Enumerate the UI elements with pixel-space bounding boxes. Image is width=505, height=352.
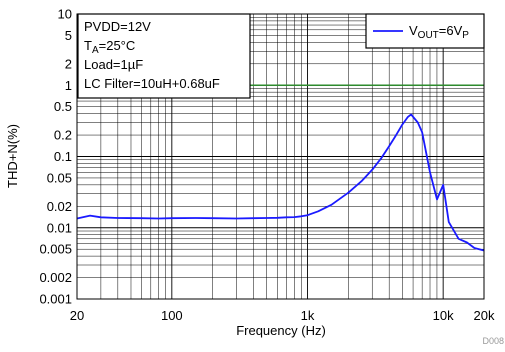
y-tick-label: 10 — [58, 7, 72, 22]
y-tick-label: 0.02 — [47, 199, 72, 214]
y-axis-title: THD+N(%) — [5, 124, 20, 188]
x-tick-label: 10k — [433, 308, 454, 323]
y-tick-labels: 10 5 2 1 0.5 0.2 0.1 0.05 0.02 0.01 0.005 0.002 0.00… — [39, 7, 72, 307]
y-tick-label: 2 — [65, 56, 72, 71]
y-tick-label: 0.002 — [39, 270, 72, 285]
y-tick-label: 0.1 — [54, 149, 72, 164]
x-tick-label: 1k — [301, 308, 315, 323]
y-tick-label: 0.5 — [54, 99, 72, 114]
x-tick-label: 20 — [70, 308, 84, 323]
y-tick-label: 0.2 — [54, 128, 72, 143]
condition-load: Load=1µF — [84, 57, 143, 72]
y-tick-label: 0.001 — [39, 292, 72, 307]
x-tick-label: 20k — [474, 308, 495, 323]
y-tick-label: 0.01 — [47, 220, 72, 235]
series-line-vout-6vp — [76, 113, 485, 252]
condition-lc-filter: LC Filter=10uH+0.68uF — [84, 76, 220, 91]
condition-supply: PVDD=12V — [84, 19, 151, 34]
legend-frame — [365, 13, 485, 49]
figure-id: D008 — [482, 336, 504, 346]
x-axis-title: Frequency (Hz) — [236, 323, 326, 338]
x-tick-label: 100 — [161, 308, 183, 323]
plot-frame — [76, 13, 485, 300]
y-tick-label: 5 — [65, 28, 72, 43]
legend: VOUT=6VP — [365, 13, 485, 49]
x-tick-labels: 20 100 1k 10k 20k — [70, 308, 495, 323]
y-tick-label: 0.05 — [47, 170, 72, 185]
y-tick-label: 0.005 — [39, 242, 72, 257]
y-tick-label: 1 — [65, 78, 72, 93]
conditions-box-frame — [77, 13, 251, 99]
conditions-box: PVDD=12V TA=25°C Load=1µF LC Filter=10uH… — [77, 13, 251, 99]
